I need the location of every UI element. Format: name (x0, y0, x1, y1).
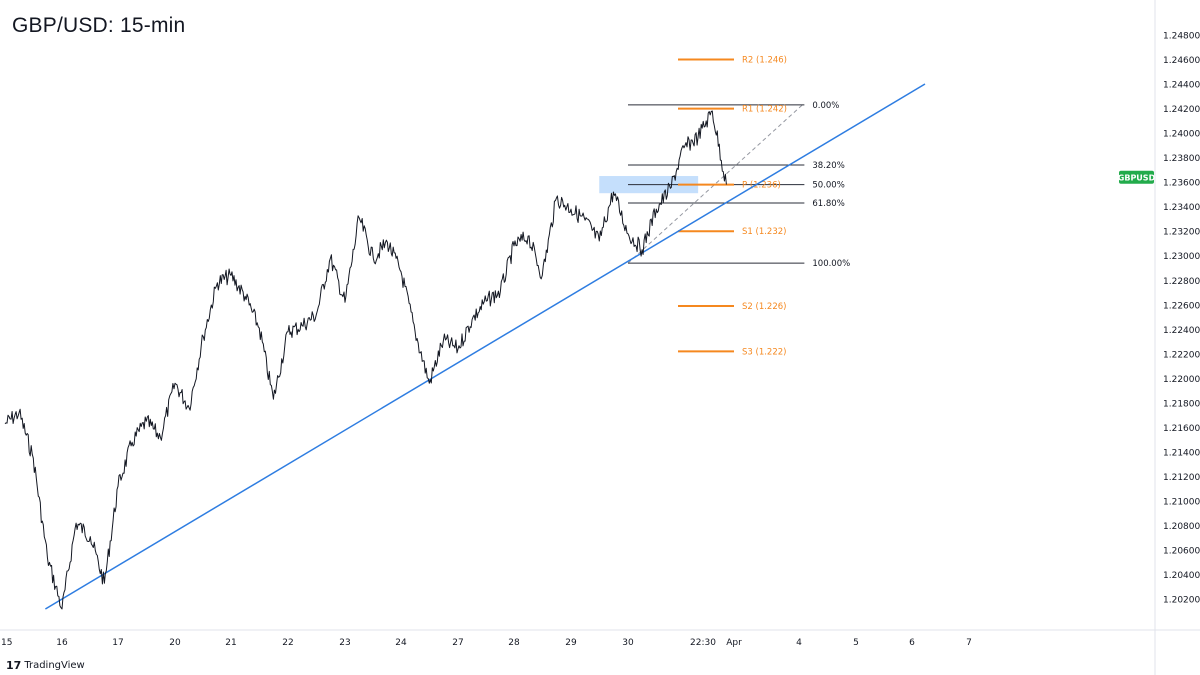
y-tick-label: 1.22400 (1163, 326, 1200, 336)
y-tick-label: 1.23000 (1163, 252, 1200, 262)
y-tick-label: 1.20600 (1163, 547, 1200, 557)
x-tick-label: 20 (169, 638, 181, 648)
y-tick-label: 1.22800 (1163, 277, 1200, 287)
pivot-level-label: S3 (1.222) (742, 347, 786, 357)
tradingview-brand-label: TradingView (24, 660, 85, 671)
pivot-level-label: S1 (1.232) (742, 227, 786, 237)
pivot-level-label: R1 (1.242) (742, 105, 787, 115)
price-line[interactable] (4, 110, 727, 610)
y-tick-label: 1.24600 (1163, 56, 1200, 66)
pivot-level-label: R2 (1.246) (742, 56, 787, 66)
tradingview-brand[interactable]: 17 TradingView (6, 659, 85, 672)
x-tick-label: 29 (565, 638, 577, 648)
y-tick-label: 1.20200 (1163, 596, 1200, 606)
y-tick-label: 1.21600 (1163, 424, 1200, 434)
x-tick-label: 7 (966, 638, 972, 648)
y-tick-label: 1.21400 (1163, 448, 1200, 458)
price-badge[interactable] (1119, 170, 1154, 184)
y-tick-label: 1.21800 (1163, 399, 1200, 409)
x-tick-label: 22 (282, 638, 293, 648)
y-tick-label: 1.20800 (1163, 522, 1200, 532)
fib-level-label: 38.20% (812, 161, 844, 171)
y-tick-label: 1.24400 (1163, 81, 1200, 91)
y-tick-label: 1.22200 (1163, 350, 1200, 360)
x-tick-label: 22:30 (690, 638, 716, 648)
fib-level-label: 0.00% (812, 101, 839, 111)
x-tick-label: 24 (395, 638, 407, 648)
pivot-level-label: P (1.236) (742, 181, 781, 191)
y-tick-label: 1.22600 (1163, 301, 1200, 311)
y-tick-label: 1.24200 (1163, 105, 1200, 115)
fib-level-label: 100.00% (812, 259, 850, 269)
y-tick-label: 1.24000 (1163, 130, 1200, 140)
y-tick-label: 1.24800 (1163, 31, 1200, 41)
x-tick-label: 15 (1, 638, 12, 648)
y-tick-label: 1.23600 (1163, 179, 1200, 189)
y-tick-label: 1.20400 (1163, 571, 1200, 581)
x-tick-label: 30 (622, 638, 634, 648)
y-tick-label: 1.22000 (1163, 375, 1200, 385)
x-tick-label: 5 (853, 638, 859, 648)
y-tick-label: 1.21200 (1163, 473, 1200, 483)
x-tick-label: 27 (452, 638, 463, 648)
y-tick-label: 1.23200 (1163, 228, 1200, 238)
fib-level-label: 50.00% (812, 181, 844, 191)
x-tick-label: 16 (56, 638, 68, 648)
x-tick-label: 17 (112, 638, 123, 648)
x-tick-label: Apr (726, 638, 742, 648)
y-tick-label: 1.23400 (1163, 203, 1200, 213)
fib-swing-line[interactable] (627, 104, 803, 264)
x-tick-label: 6 (909, 638, 915, 648)
y-tick-label: 1.23800 (1163, 154, 1200, 164)
y-tick-label: 1.21000 (1163, 498, 1200, 508)
fib-level-label: 61.80% (812, 199, 844, 209)
ascending-trendline[interactable] (44, 83, 926, 610)
x-tick-label: 28 (508, 638, 520, 648)
x-tick-label: 4 (796, 638, 802, 648)
x-tick-label: 21 (225, 638, 236, 648)
chart-title: GBP/USD: 15-min (12, 14, 186, 37)
x-tick-label: 23 (339, 638, 350, 648)
pivot-level-label: S2 (1.226) (742, 302, 786, 312)
price-badge-label: GBPUSD (1118, 173, 1156, 182)
tradingview-logo-icon: 17 (6, 659, 22, 672)
